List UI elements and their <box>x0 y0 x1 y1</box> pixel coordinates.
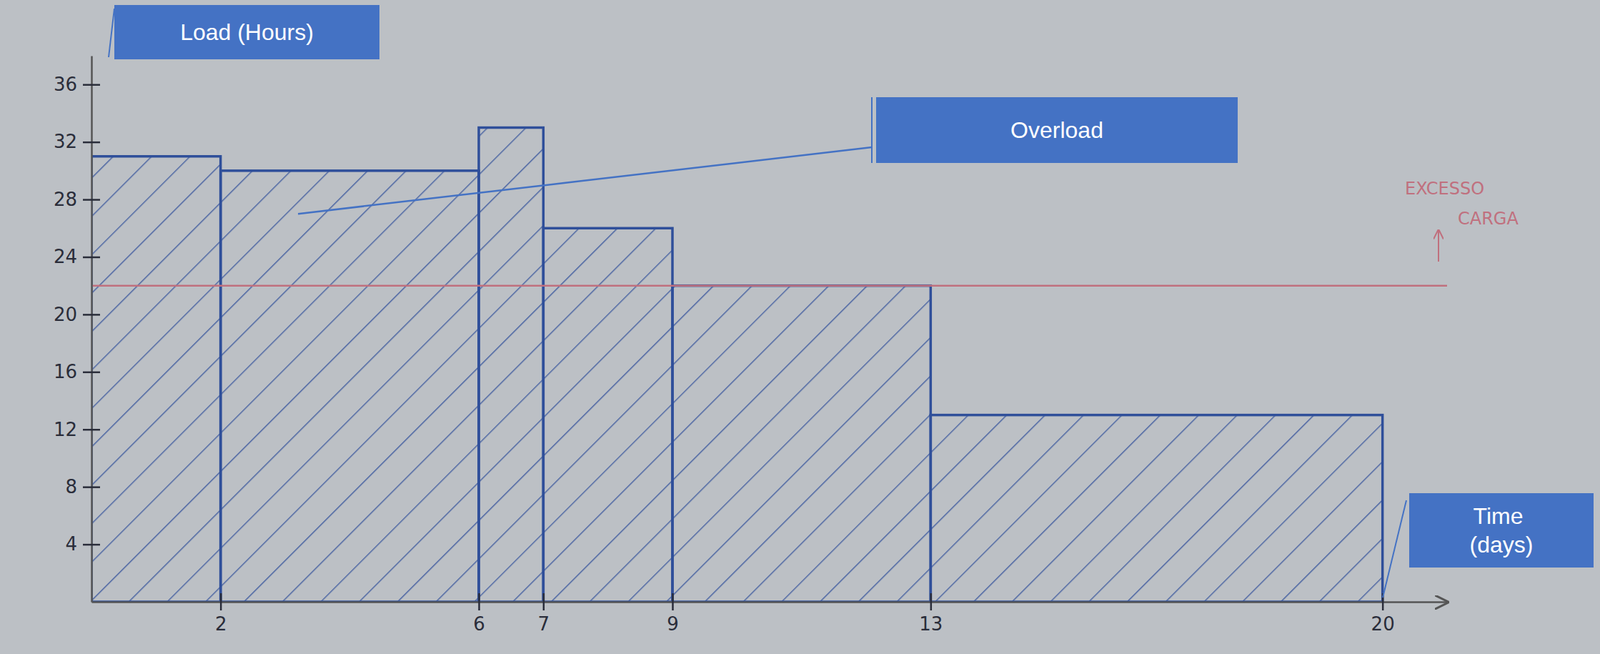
y-tick-mark <box>82 141 101 144</box>
x-label-text: Time (days) <box>1469 503 1534 558</box>
plot-area <box>91 127 1448 602</box>
x-tick: 6 <box>473 593 486 635</box>
y-tick-label: 16 <box>53 360 78 383</box>
y-label: Load (Hours) <box>114 5 380 60</box>
annotation: Overload <box>876 97 1238 163</box>
x-tick-label: 20 <box>1371 613 1395 635</box>
x-label-box <box>1409 493 1594 568</box>
annotation-box <box>876 97 1238 163</box>
y-tick-label: 12 <box>53 418 78 441</box>
y-label-leader <box>108 8 115 58</box>
x-tick-label: 6 <box>473 613 486 635</box>
x-tick-label: 2 <box>215 613 228 635</box>
x-tick-label: 13 <box>918 613 943 635</box>
x-tick: 9 <box>666 593 679 635</box>
y-label-box <box>114 5 380 60</box>
x-tick-mark <box>220 593 223 611</box>
y-tick-mark <box>82 256 101 259</box>
x-tick: 20 <box>1371 593 1395 635</box>
chart: 4 8 12 16 20 24 28 32 36 2 6 7 9 13 20 Load (Hours) Time… <box>0 0 1600 654</box>
bar <box>543 227 673 602</box>
x-tick: 13 <box>918 593 943 635</box>
annotation-text: Overload <box>1010 117 1104 143</box>
y-tick-label: 4 <box>65 533 78 555</box>
y-tick-label: 24 <box>53 245 78 268</box>
x-tick-label: 9 <box>666 613 679 635</box>
y-tick: 12 <box>53 418 101 441</box>
x-axis: 2 6 7 9 13 20 <box>92 593 1448 635</box>
bar <box>672 285 931 602</box>
y-tick-mark <box>82 83 101 86</box>
bar <box>220 170 479 602</box>
x-axis-line <box>92 600 1448 604</box>
bar <box>478 127 544 602</box>
y-tick: 36 <box>53 73 101 96</box>
y-tick-label: 36 <box>53 73 78 96</box>
reference-label: EXCESSO CARGA <box>1404 178 1519 229</box>
x-tick: 7 <box>538 593 551 635</box>
y-tick-mark <box>82 485 101 489</box>
y-tick: 32 <box>53 130 101 153</box>
x-tick-mark <box>543 593 546 611</box>
y-tick-mark <box>82 543 101 546</box>
y-tick-mark <box>82 198 101 201</box>
x-tick-mark <box>478 593 481 611</box>
y-label-text: Load (Hours) <box>180 19 314 46</box>
y-tick-mark <box>82 371 101 374</box>
y-tick: 8 <box>65 475 101 498</box>
y-tick-label: 8 <box>65 475 78 498</box>
x-label: Time (days) <box>1409 493 1594 568</box>
reference-arrow <box>1437 230 1440 262</box>
y-tick-label: 32 <box>53 130 78 153</box>
y-tick: 20 <box>53 303 101 326</box>
x-tick-mark <box>930 593 933 611</box>
y-tick-mark <box>82 428 101 431</box>
bar <box>91 156 221 602</box>
y-axis-line <box>90 56 93 603</box>
y-tick-label: 20 <box>53 303 78 326</box>
y-tick-label: 28 <box>53 188 78 211</box>
y-tick-mark <box>82 313 101 316</box>
background <box>0 0 1600 654</box>
x-tick: 2 <box>215 593 228 635</box>
x-tick-mark <box>671 593 674 611</box>
annotation-bar <box>871 97 873 163</box>
bar <box>930 415 1383 602</box>
reference-line <box>91 284 1448 287</box>
y-tick: 28 <box>53 188 101 211</box>
y-tick: 24 <box>53 245 101 268</box>
y-tick: 16 <box>53 360 101 383</box>
annotation-leader <box>297 147 872 214</box>
x-tick-label: 7 <box>538 613 551 635</box>
x-label-leader <box>1382 500 1407 598</box>
y-axis: 4 8 12 16 20 24 28 32 36 <box>53 56 101 603</box>
y-tick: 4 <box>65 533 101 555</box>
